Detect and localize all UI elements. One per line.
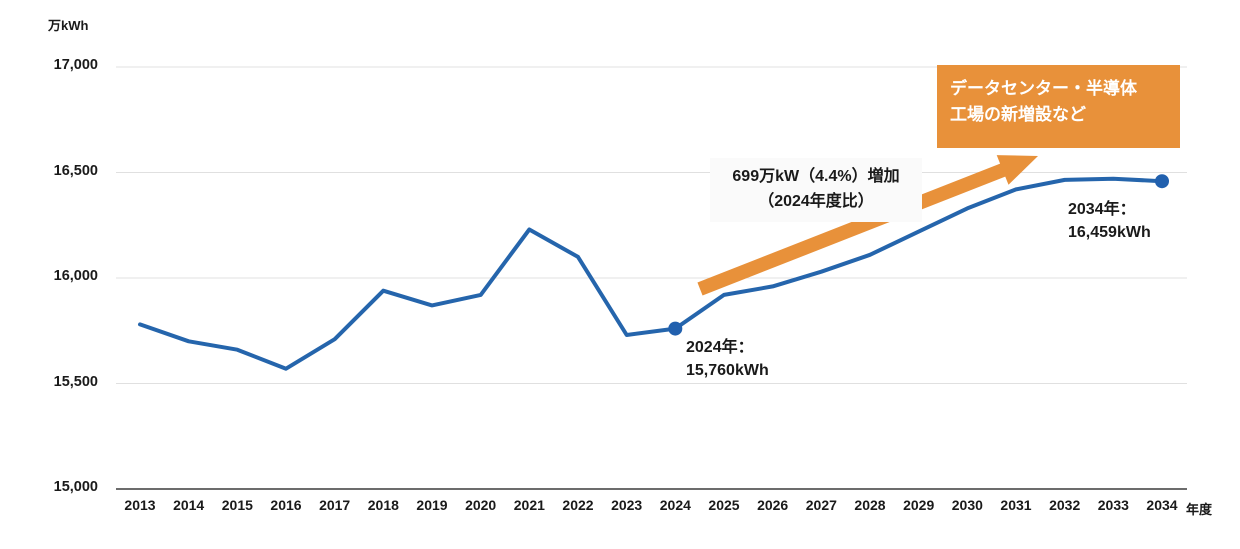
plot-markers bbox=[668, 174, 1169, 336]
point-label-2024-year: 2024年： bbox=[686, 339, 754, 356]
x-tick-label: 2013 bbox=[124, 497, 156, 513]
y-axis-unit-label: 万kWh bbox=[48, 18, 89, 33]
callout-line-1: データセンター・半導体 bbox=[950, 79, 1137, 98]
x-tick-label: 2018 bbox=[367, 497, 399, 513]
point-label-2034-value: 16,459kWh bbox=[1068, 224, 1151, 242]
y-tick-label: 16,000 bbox=[53, 268, 98, 284]
x-tick-label: 2014 bbox=[173, 497, 205, 513]
x-tick-label: 2022 bbox=[562, 497, 594, 513]
callout-line-2: 工場の新増設など bbox=[950, 105, 1086, 125]
point-label-2034-year: 2034年： bbox=[1068, 201, 1136, 218]
y-tick-label: 15,000 bbox=[53, 479, 98, 495]
increase-arrow bbox=[697, 155, 1038, 296]
point-label-2024: 2024年： 15,760kWh bbox=[686, 336, 769, 382]
increase-annotation: 699万kW（4.4%）増加 （2024年度比） bbox=[710, 158, 922, 222]
x-tick-label: 2017 bbox=[319, 497, 351, 513]
x-tick-label: 2026 bbox=[757, 497, 789, 513]
demand-line bbox=[138, 176, 1164, 371]
data-point-marker-2034 bbox=[1155, 174, 1169, 189]
x-tick-label: 2015 bbox=[221, 497, 253, 513]
x-tick-label: 2023 bbox=[611, 497, 643, 513]
x-tick-label: 2025 bbox=[708, 497, 740, 513]
x-tick-label: 2021 bbox=[513, 497, 545, 513]
point-label-2034: 2034年： 16,459kWh bbox=[1068, 198, 1151, 244]
increase-line-2: （2024年度比） bbox=[758, 192, 874, 210]
x-axis-unit-label: 年度 bbox=[1186, 502, 1213, 517]
x-tick-label: 2030 bbox=[951, 497, 983, 513]
x-tick-label: 2033 bbox=[1097, 497, 1129, 513]
x-tick-label: 2020 bbox=[465, 497, 497, 513]
x-tick-label: 2029 bbox=[903, 497, 935, 513]
y-tick-label: 15,500 bbox=[53, 373, 98, 390]
datacenter-callout: データセンター・半導体 工場の新増設など bbox=[937, 65, 1180, 148]
x-tick-label: 2032 bbox=[1049, 497, 1081, 513]
data-point-marker-2024 bbox=[668, 321, 683, 336]
x-tick-label: 2019 bbox=[416, 497, 448, 513]
y-tick-label: 16,500 bbox=[53, 162, 98, 179]
x-tick-label: 2034 bbox=[1146, 497, 1178, 513]
point-label-2024-value: 15,760kWh bbox=[686, 362, 769, 380]
increase-line-1: 699万kW（4.4%）増加 bbox=[732, 168, 900, 185]
y-tick-label: 17,000 bbox=[53, 57, 98, 73]
x-tick-label: 2031 bbox=[1000, 497, 1032, 513]
x-tick-label: 2028 bbox=[854, 497, 886, 513]
x-tick-label: 2024 bbox=[659, 497, 691, 513]
x-tick-label: 2027 bbox=[805, 497, 837, 513]
x-tick-label: 2016 bbox=[270, 497, 302, 513]
